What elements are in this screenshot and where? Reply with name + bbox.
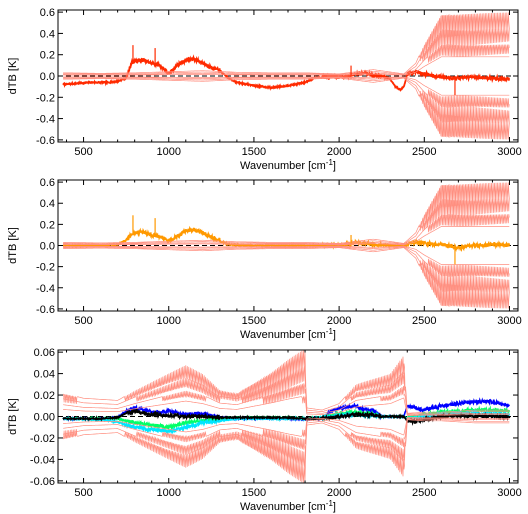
envelope-line xyxy=(63,245,510,265)
envelope-line xyxy=(63,28,510,75)
y-tick-label: 0.2 xyxy=(40,219,55,231)
envelope-line xyxy=(63,395,510,416)
y-tick-label: 0.6 xyxy=(40,177,55,189)
y-tick-label: 0.00 xyxy=(34,412,55,424)
y-tick-label: -0.6 xyxy=(36,304,55,316)
y-axis-label: dTB [K] xyxy=(7,58,19,95)
x-tick-label: 2000 xyxy=(327,487,351,499)
x-tick-label: 1500 xyxy=(242,315,266,327)
envelope-line xyxy=(63,182,510,244)
y-tick-label: -0.4 xyxy=(36,283,55,295)
y-tick-label: 0.0 xyxy=(40,241,55,253)
x-tick-label: 1000 xyxy=(156,146,180,158)
y-tick-label: 0.06 xyxy=(34,347,55,359)
x-tick-label: 1000 xyxy=(156,487,180,499)
envelope-line xyxy=(63,198,510,245)
envelope-line xyxy=(63,383,510,416)
y-tick-label: 0.2 xyxy=(40,50,55,62)
y-tick-label: -0.06 xyxy=(30,476,55,488)
envelope-line xyxy=(63,366,510,415)
envelope-line xyxy=(62,419,510,483)
envelope-line xyxy=(63,246,510,278)
y-tick-label: -0.6 xyxy=(36,135,55,147)
envelope-line xyxy=(62,350,510,414)
x-axis-label: Wavenumber [cm-1] xyxy=(240,158,336,172)
y-tick-label: -0.2 xyxy=(36,262,55,274)
y-tick-label: -0.04 xyxy=(30,454,55,466)
envelope-line xyxy=(63,77,510,140)
y-tick-label: 0.04 xyxy=(34,369,55,381)
x-tick-label: 500 xyxy=(74,487,92,499)
x-axis-label: Wavenumber [cm-1] xyxy=(240,327,336,341)
panel-2: 500 1000 1500 2000 2500 3000 -0.6 -0.4 -0.2 0.0 0.… xyxy=(7,177,522,341)
envelope-line xyxy=(63,246,510,293)
panel-3: 500 1000 1500 2000 2500 3000 -0.06 -0.04 -0.02 0.… xyxy=(7,347,522,513)
y-tick-label: -0.2 xyxy=(36,92,55,104)
y-tick-label: 0.6 xyxy=(40,7,55,19)
series-line xyxy=(62,409,511,436)
y-tick-label: -0.02 xyxy=(30,433,55,445)
x-tick-label: 1500 xyxy=(242,487,266,499)
y-axis-label: dTB [K] xyxy=(7,398,19,435)
x-tick-label: 3000 xyxy=(497,487,521,499)
envelope-line xyxy=(63,76,510,109)
y-tick-label: 0.02 xyxy=(34,390,55,402)
y-axis-label: dTB [K] xyxy=(7,227,19,264)
x-tick-label: 2500 xyxy=(412,315,436,327)
series-line xyxy=(62,225,510,253)
panel-1: 500 1000 1500 2000 2500 3000 -0.6 -0.4 -0.2 0.0 0.… xyxy=(7,7,522,172)
x-tick-label: 2500 xyxy=(412,146,436,158)
envelope-line xyxy=(63,226,510,246)
x-tick-label: 2000 xyxy=(327,146,351,158)
envelope-line xyxy=(63,56,510,76)
plot-area xyxy=(58,182,518,309)
plot-area xyxy=(58,12,518,140)
y-tick-label: -0.4 xyxy=(36,114,55,126)
x-tick-label: 500 xyxy=(74,315,92,327)
envelope-line xyxy=(63,247,510,309)
envelope-line xyxy=(63,12,510,75)
x-tick-label: 1000 xyxy=(156,315,180,327)
envelope-line xyxy=(63,418,510,467)
envelope-line xyxy=(63,417,510,438)
x-tick-label: 1500 xyxy=(242,146,266,158)
x-tick-label: 3000 xyxy=(497,146,521,158)
x-tick-label: 2000 xyxy=(327,315,351,327)
envelope-line xyxy=(63,417,510,450)
y-tick-label: 0.4 xyxy=(40,198,55,210)
envelope-line xyxy=(63,76,510,96)
x-axis-label: Wavenumber [cm-1] xyxy=(240,499,336,513)
y-tick-label: 0.4 xyxy=(40,28,55,40)
x-tick-label: 500 xyxy=(74,146,92,158)
envelope-line xyxy=(63,43,510,76)
envelope-line xyxy=(63,213,510,245)
envelope-line xyxy=(63,77,510,124)
x-tick-label: 3000 xyxy=(497,315,521,327)
y-tick-label: 0.0 xyxy=(40,71,55,83)
plot-area xyxy=(58,350,518,483)
x-tick-label: 2500 xyxy=(412,487,436,499)
series-line xyxy=(62,54,510,92)
